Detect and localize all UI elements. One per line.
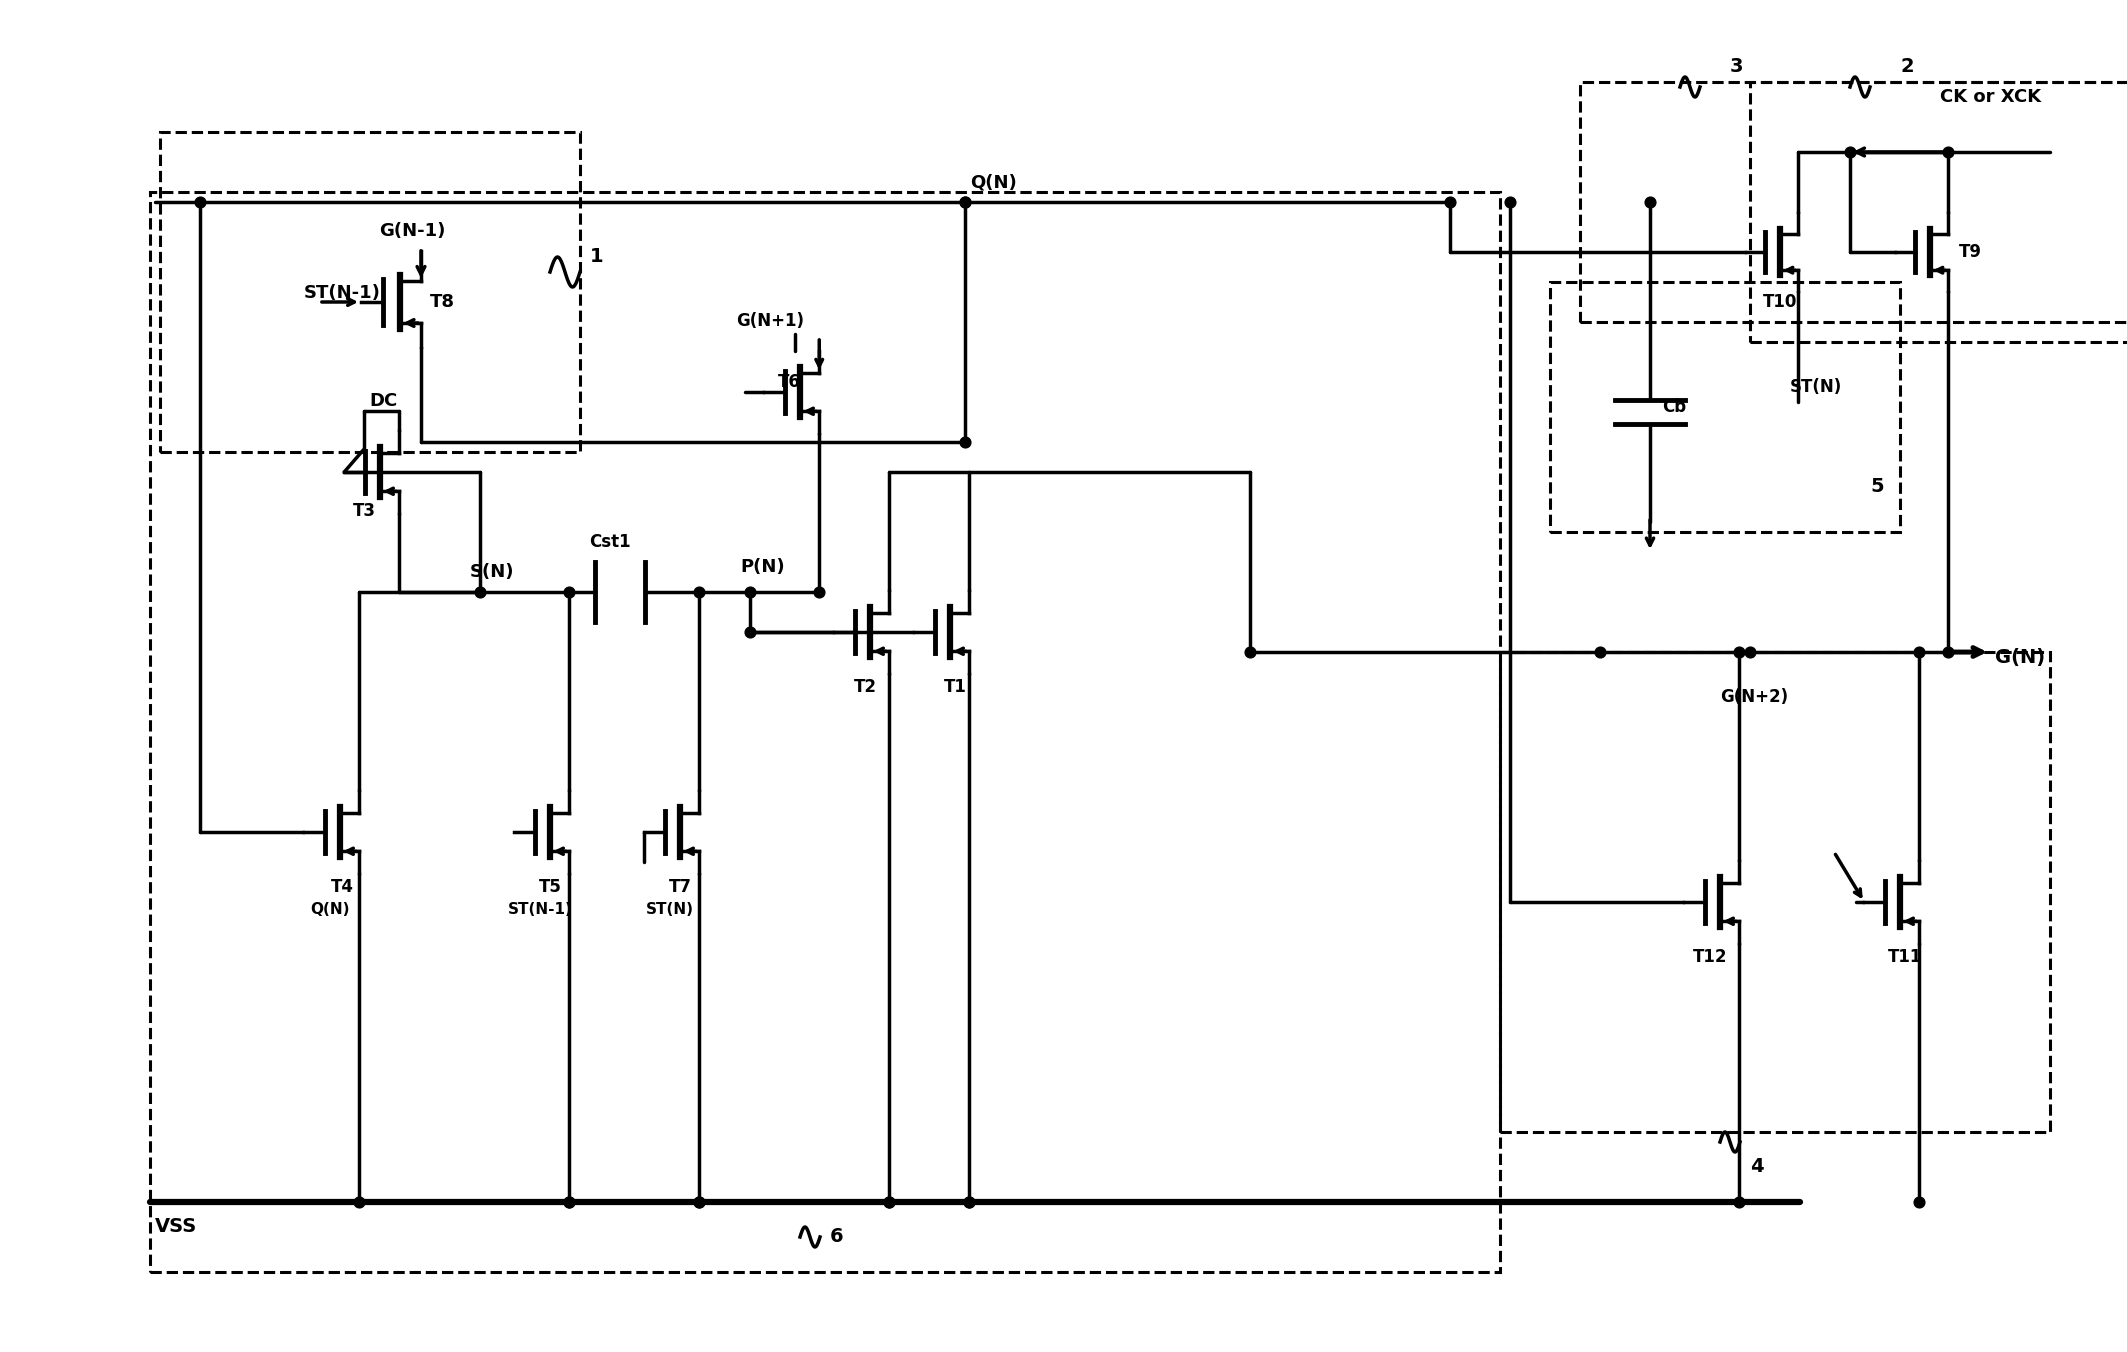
Point	[1931, 641, 1965, 662]
Point	[949, 191, 983, 212]
Text: T6: T6	[778, 373, 802, 391]
Text: G(N+1): G(N+1)	[736, 312, 804, 330]
Text: 2: 2	[1899, 57, 1914, 76]
Text: T3: T3	[353, 502, 376, 521]
Point	[1582, 641, 1617, 662]
Text: Q(N): Q(N)	[970, 173, 1017, 191]
Point	[1833, 141, 1868, 162]
Point	[553, 1191, 587, 1213]
Text: P(N): P(N)	[740, 558, 785, 576]
Text: ST(N): ST(N)	[1791, 379, 1842, 396]
Text: T4: T4	[330, 879, 353, 896]
Point	[553, 581, 587, 603]
Point	[683, 1191, 717, 1213]
Text: Q(N): Q(N)	[311, 903, 349, 918]
Text: CK or XCK: CK or XCK	[1940, 88, 2042, 105]
Point	[953, 1191, 987, 1213]
Text: 3: 3	[1729, 57, 1744, 76]
Point	[1734, 641, 1768, 662]
Point	[683, 581, 717, 603]
Text: T12: T12	[1693, 949, 1727, 967]
Text: T7: T7	[668, 879, 691, 896]
Point	[802, 581, 836, 603]
Point	[949, 431, 983, 453]
Text: S(N): S(N)	[470, 562, 515, 581]
Point	[183, 191, 217, 212]
Text: Cb: Cb	[1661, 397, 1687, 416]
Point	[953, 1191, 987, 1213]
Point	[949, 191, 983, 212]
Point	[1634, 191, 1668, 212]
Point	[734, 581, 768, 603]
Text: T9: T9	[1959, 243, 1982, 261]
Point	[1493, 191, 1527, 212]
Text: ST(N-1): ST(N-1)	[304, 284, 381, 301]
Point	[1723, 1191, 1757, 1213]
Text: T11: T11	[1889, 949, 1923, 967]
Point	[553, 1191, 587, 1213]
Text: T1: T1	[944, 679, 966, 696]
Point	[872, 1191, 906, 1213]
Point	[683, 1191, 717, 1213]
Text: DC: DC	[368, 392, 398, 410]
Point	[1234, 641, 1268, 662]
Text: 6: 6	[830, 1228, 844, 1247]
Text: ST(N): ST(N)	[647, 903, 693, 918]
Point	[1902, 641, 1936, 662]
Point	[1434, 191, 1468, 212]
Point	[1723, 641, 1757, 662]
Point	[734, 621, 768, 642]
Text: T8: T8	[430, 293, 455, 311]
Text: VSS: VSS	[155, 1217, 198, 1236]
Text: Cst1: Cst1	[589, 533, 632, 552]
Text: G(N): G(N)	[1995, 648, 2046, 667]
Text: T10: T10	[1763, 292, 1797, 311]
Text: 5: 5	[1870, 477, 1885, 496]
Text: ST(N-1): ST(N-1)	[508, 903, 572, 918]
Point	[872, 1191, 906, 1213]
Text: T2: T2	[853, 679, 876, 696]
Point	[1931, 141, 1965, 162]
Point	[464, 581, 498, 603]
Text: G(N+2): G(N+2)	[1721, 688, 1789, 706]
Point	[342, 1191, 376, 1213]
Text: 4: 4	[1751, 1157, 1763, 1176]
Text: 1: 1	[589, 247, 604, 266]
Text: T5: T5	[538, 879, 562, 896]
Text: G(N-1): G(N-1)	[379, 222, 445, 241]
Point	[1902, 1191, 1936, 1213]
